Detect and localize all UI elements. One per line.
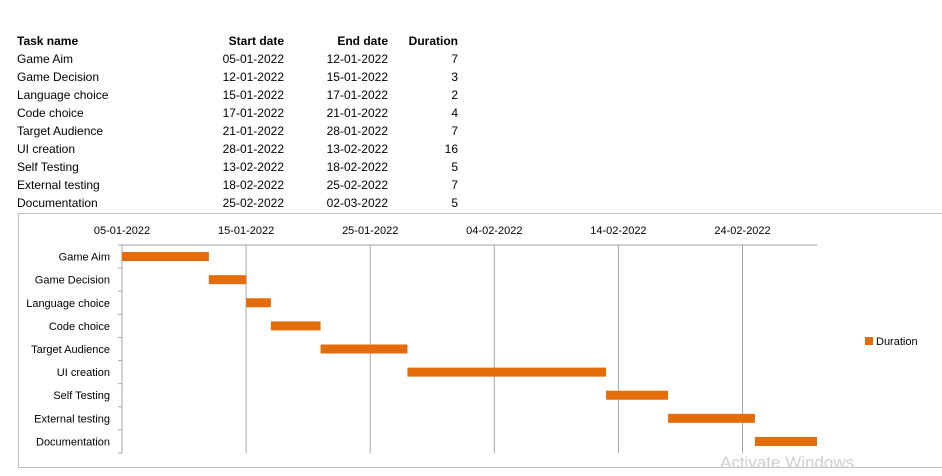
header-start-date: Start date <box>228 34 284 48</box>
cell-task-name: External testing <box>17 178 100 192</box>
table-row: Language choice 15-01-2022 17-01-2022 2 <box>0 86 470 104</box>
cell-end-date: 28-01-2022 <box>326 124 388 138</box>
cell-end-date: 13-02-2022 <box>326 142 388 156</box>
cell-task-name: Game Aim <box>17 52 74 66</box>
table-row: External testing 18-02-2022 25-02-2022 7 <box>0 176 470 194</box>
legend-swatch <box>865 337 873 345</box>
x-tick-label: 25-01-2022 <box>342 225 398 237</box>
y-category-label: Language choice <box>26 298 110 310</box>
cell-task-name: Documentation <box>17 196 98 210</box>
cell-end-date: 12-01-2022 <box>326 52 388 66</box>
cell-task-name: Game Decision <box>17 70 100 84</box>
cell-start-date: 05-01-2022 <box>222 52 284 66</box>
y-category-label: Target Audience <box>31 344 110 356</box>
table-row: Target Audience 21-01-2022 28-01-2022 7 <box>0 122 470 140</box>
gantt-bar <box>320 344 408 354</box>
y-category-label: Documentation <box>36 436 110 448</box>
cell-start-date: 21-01-2022 <box>222 124 284 138</box>
cell-duration: 5 <box>451 196 458 210</box>
x-tick-label: 05-01-2022 <box>94 225 150 237</box>
gantt-bar <box>754 436 817 446</box>
y-category-label: Self Testing <box>53 390 110 402</box>
table-row: Game Aim 05-01-2022 12-01-2022 7 <box>0 50 470 68</box>
windows-activation-watermark: Activate Windows <box>720 453 855 472</box>
cell-start-date: 13-02-2022 <box>222 160 284 174</box>
cell-end-date: 17-01-2022 <box>326 88 388 102</box>
gantt-bar <box>668 413 755 423</box>
cell-duration: 3 <box>451 70 458 84</box>
cell-start-date: 15-01-2022 <box>222 88 284 102</box>
gantt-bar <box>407 367 607 377</box>
x-tick-label: 15-01-2022 <box>218 225 274 237</box>
y-category-label: Game Aim <box>59 252 110 264</box>
cell-task-name: Code choice <box>17 106 84 120</box>
cell-start-date: 17-01-2022 <box>222 106 284 120</box>
gantt-bar <box>246 298 271 308</box>
gantt-chart-svg: 05-01-2022 15-01-2022 25-01-2022 04-02-2022… <box>26 225 918 454</box>
x-tick-label: 24-02-2022 <box>714 225 770 237</box>
cell-duration: 7 <box>451 52 458 66</box>
table-row: Self Testing 13-02-2022 18-02-2022 5 <box>0 158 470 176</box>
cell-start-date: 18-02-2022 <box>222 178 284 192</box>
cell-end-date: 25-02-2022 <box>326 178 388 192</box>
cell-duration: 2 <box>451 88 458 102</box>
table-row: Documentation 25-02-2022 02-03-2022 5 <box>0 194 470 212</box>
cell-duration: 5 <box>451 160 458 174</box>
cell-end-date: 02-03-2022 <box>326 196 388 210</box>
cell-end-date: 21-01-2022 <box>326 106 388 120</box>
x-tick-label: 14-02-2022 <box>590 225 646 237</box>
cell-start-date: 28-01-2022 <box>222 142 284 156</box>
cell-start-date: 12-01-2022 <box>222 70 284 84</box>
header-duration: Duration <box>408 34 458 48</box>
gantt-chart: 05-01-2022 15-01-2022 25-01-2022 04-02-2022… <box>18 213 942 468</box>
table-row: UI creation 28-01-2022 13-02-2022 16 <box>0 140 470 158</box>
cell-task-name: UI creation <box>17 142 76 156</box>
gantt-bar <box>208 275 247 285</box>
cell-task-name: Self Testing <box>17 160 79 174</box>
cell-duration: 4 <box>451 106 458 120</box>
gantt-bar <box>270 321 321 331</box>
header-end-date: End date <box>337 34 388 48</box>
table-row: Game Decision 12-01-2022 15-01-2022 3 <box>0 68 470 86</box>
y-category-label: Code choice <box>49 321 110 333</box>
x-tick-label: 04-02-2022 <box>466 225 522 237</box>
y-category-label: Game Decision <box>35 275 110 287</box>
cell-end-date: 18-02-2022 <box>326 160 388 174</box>
cell-duration: 7 <box>451 178 458 192</box>
gantt-bar <box>606 390 669 400</box>
header-task-name: Task name <box>17 34 79 48</box>
y-category-label: UI creation <box>57 367 110 379</box>
cell-start-date: 25-02-2022 <box>222 196 284 210</box>
cell-duration: 7 <box>451 124 458 138</box>
table-header-row: Task name Start date End date Duration <box>0 32 470 50</box>
cell-task-name: Target Audience <box>17 124 104 138</box>
gantt-bar <box>122 252 209 262</box>
legend-label: Duration <box>876 336 918 348</box>
table-row: Code choice 17-01-2022 21-01-2022 4 <box>0 104 470 122</box>
cell-task-name: Language choice <box>17 88 109 102</box>
cell-end-date: 15-01-2022 <box>326 70 388 84</box>
y-category-label: External testing <box>34 413 110 425</box>
cell-duration: 16 <box>444 142 458 156</box>
